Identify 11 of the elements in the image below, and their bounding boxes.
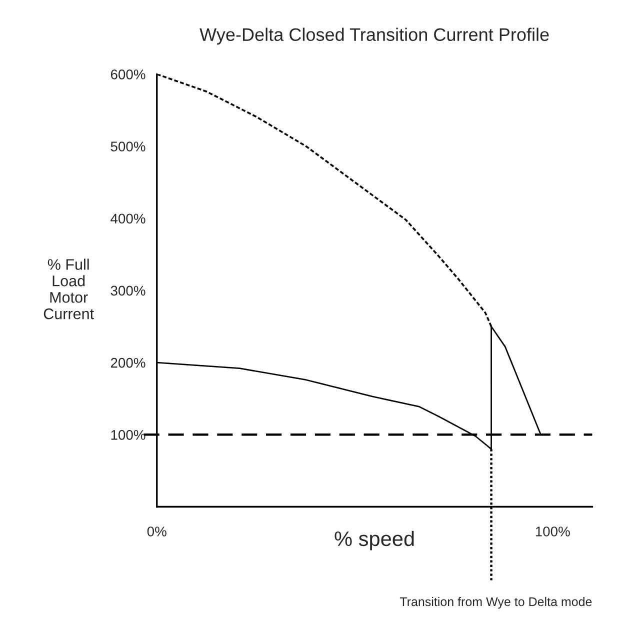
chart-title: Wye-Delta Closed Transition Current Profile (200, 28, 549, 45)
y-tick-label: 200% (110, 358, 146, 368)
y-tick-label: 300% (110, 286, 146, 296)
y-tick-label: 100% (111, 430, 146, 440)
ref-line-label: Transition from Wye to Delta mode (400, 596, 592, 609)
y-tick-label: 500% (110, 142, 146, 152)
y-tick-label: 600% (110, 69, 146, 80)
x-tick-label: 0% (147, 526, 166, 536)
x-axis-title: % speed (334, 530, 414, 550)
y-axis-title: % Full Load Motor Current (44, 258, 94, 320)
y-tick-label: 400% (110, 214, 146, 224)
